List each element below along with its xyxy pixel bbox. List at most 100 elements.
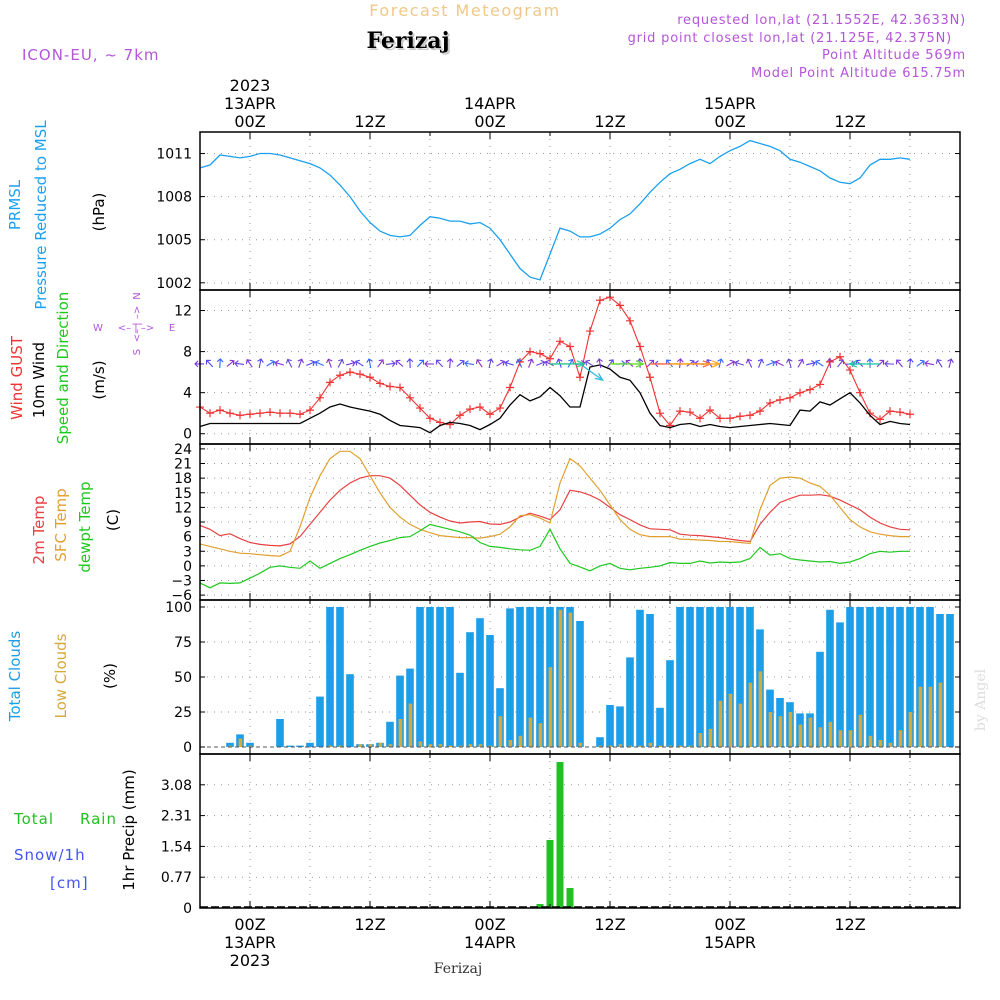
total-cloud-bar [416,607,424,747]
wind-arrow [385,360,396,367]
gust-marker [276,409,284,418]
total-clouds-label: Total Clouds [6,631,24,723]
gust-marker [736,412,744,421]
total-cloud-bar [856,607,864,747]
panel-frame-wind [199,289,961,445]
low-cloud-bar [868,735,873,747]
wind-arrow [726,359,736,367]
footer-location: Ferizaj [434,961,482,977]
bottom-time-label: 2023 [230,951,271,970]
total-cloud-bar [576,621,584,747]
wind-arrow-shape [446,358,454,368]
wind-arrow-shape [757,358,765,368]
gust-marker [466,405,474,414]
y-tick-label: 18 [174,471,192,487]
t2m-line [199,475,911,547]
gust-marker [656,409,664,418]
wind-arrow-shape [544,359,554,367]
wind-unit: (m/s) [90,360,108,399]
gust-marker [336,371,344,380]
wind-arrow [717,358,724,368]
wind-arrow [596,358,603,368]
wind-arrow-shape [464,360,475,367]
total-cloud-bar [456,672,464,747]
total-cloud-bar [226,742,234,747]
low-cloud-bar [598,745,603,747]
total-cloud-bar [906,607,914,747]
total-cloud-bar [296,745,304,747]
tsfc-label: SFC Temp [52,488,70,561]
top-time-label: 00Z [714,112,745,131]
wind-arrow [876,359,885,368]
gust-marker [386,382,394,391]
low-cloud-bar [918,686,923,747]
total-cloud-bar [386,721,394,747]
wind-arrow [406,358,414,368]
low-cloud-bar [908,712,913,747]
gust-marker [536,349,544,358]
gust-marker [766,398,774,407]
y-tick-label: 4 [183,386,192,402]
wind-arrow [544,359,554,367]
wind-arrow-shape [884,360,895,368]
low-cloud-bar [578,742,583,747]
gust-marker [786,393,794,402]
gust-marker [696,414,704,423]
low-cloud-bar [718,700,723,747]
gust-marker [716,414,724,423]
gust-marker [366,373,374,382]
wind-arrow [475,359,483,368]
wind-arrow [234,360,245,367]
rain-label: Rain [80,810,117,828]
wind-arrow [916,359,925,367]
total-cloud-bar [736,607,744,747]
wind-arrow [766,359,776,367]
total-cloud-bar [336,607,344,747]
total-cloud-bar [626,657,634,747]
wind-arrow-shape [385,360,396,367]
wind-arrow [257,358,264,368]
low-cloud-bar [688,745,693,747]
wind-arrow-shape [257,358,264,368]
y-tick-label: 25 [174,705,192,721]
wind-arrow [226,359,235,367]
wind-vector-head [576,360,586,368]
low-cloud-bar [238,738,243,747]
wind-label: 10m Wind [30,342,48,418]
bottom-time-label: 00Z [474,915,505,934]
compass-ns-arrows: <– | –> [132,306,143,342]
wind-arrow-shape [475,359,483,368]
total-cloud-bar [946,614,954,747]
gust-marker [806,385,814,394]
low-cloud-bar [628,745,633,747]
pressure-unit: (hPa) [90,193,108,232]
total-cloud-bar [606,705,614,747]
low-cloud-bar [898,730,903,747]
wind-arrow [797,358,805,368]
y-tick-label: 0 [183,901,192,917]
wind-arrow [205,359,214,368]
wind-arrow-shape [416,359,425,368]
total-cloud-bar [316,696,324,747]
low-cloud-bar [608,745,613,747]
wind-arrow [326,358,333,368]
y-tick-label: 3.08 [161,778,192,794]
wind-arrow [745,358,753,368]
gust-marker [316,393,324,402]
total-cloud-bar [526,607,534,747]
total-cloud-bar [616,706,624,747]
wind-arrow-shape [924,360,935,367]
gust-marker [376,379,384,388]
gust-line [199,296,911,427]
wind-arrow [815,359,824,367]
wind-arrow-shape [717,358,724,368]
low-cloud-bar [878,740,883,747]
y-tick-label: 1008 [156,190,192,206]
wind-arrow [884,360,895,368]
wind-arrow-shape [487,358,494,368]
wind-arrow-shape [805,360,816,367]
total-cloud-bar [746,607,754,747]
low-cloud-bar [328,745,333,747]
wind-arrow-shape [234,360,245,367]
